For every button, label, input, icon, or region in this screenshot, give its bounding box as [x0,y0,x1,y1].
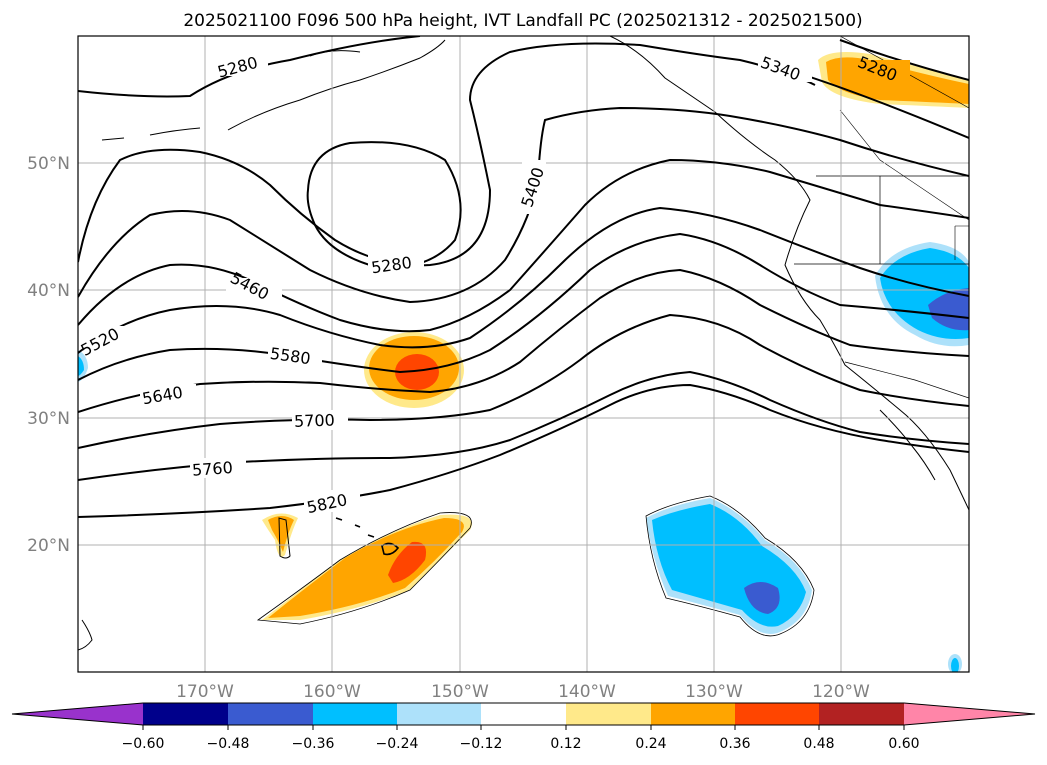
contour-5700 [78,313,969,449]
colorbar: −0.60 −0.48 −0.36 −0.24 −0.12 0.12 0.24 … [11,702,1036,752]
contour-5760 [78,370,969,481]
lat-label: 20°N [27,536,70,556]
lat-label: 40°N [27,281,70,301]
contour-5400 [78,106,969,304]
colorbar-bin [143,703,228,725]
colorbar-extend-low [12,703,143,725]
hawaii-islands [278,517,400,559]
ivt-negative-subtropical [646,498,962,672]
lon-label: 130°W [685,682,743,702]
colorbar-tick-label: 0.24 [635,736,666,752]
colorbar-tick-label: 0.12 [550,736,581,752]
lon-label: 160°W [303,682,361,702]
colorbar-tick-label: −0.24 [376,736,419,752]
contour-5580 [78,232,969,381]
map-title: 2025021100 F096 500 hPa height, IVT Land… [183,11,862,31]
contour-5640 [78,268,969,413]
colorbar-bin [735,703,819,725]
lat-label: 50°N [27,154,70,174]
colorbar-bin [397,703,481,725]
colorbar-bin [313,703,397,725]
contour-5460 [78,158,969,333]
ivt-negative-west-edge [78,350,88,382]
lat-label: 30°N [27,409,70,429]
coastlines [78,36,969,651]
colorbar-bin [651,703,735,725]
colorbar-tick-label: 0.36 [719,736,750,752]
contour-5280-low [306,141,462,270]
colorbar-bin [228,703,313,725]
colorbar-tick-label: −0.60 [122,736,165,752]
map-frame [77,35,970,673]
lon-label: 170°W [176,682,234,702]
colorbar-tick-label: −0.48 [207,736,250,752]
lon-label: 120°W [812,682,870,702]
colorbar-tick-label: 0.60 [888,736,919,752]
lon-label: 140°W [558,682,616,702]
map-area: 5280 5280 5280 5340 5400 5460 5520 5580 … [78,36,969,672]
lon-label: 150°W [431,682,489,702]
contour-label: 5700 [294,410,335,430]
colorbar-tick-label: 0.48 [803,736,834,752]
ivt-positive-hawaii [262,513,472,620]
colorbar-tick-label: −0.36 [292,736,335,752]
contour-5820 [78,383,969,518]
contour-5340 [78,42,816,267]
contour-label: 5760 [191,458,233,480]
colorbar-tick-label: −0.12 [460,736,503,752]
colorbar-bin [481,703,566,725]
colorbar-extend-high [904,703,1035,725]
contour-5520 [78,206,969,354]
height-contours [78,36,969,518]
contour-label-group: 5280 5280 5280 5340 5400 5460 5520 5580 … [78,52,910,517]
colorbar-bin [819,703,904,725]
latitude-labels: 50°N 40°N 30°N 20°N [27,154,70,556]
longitude-labels: 170°W 160°W 150°W 140°W 130°W 120°W [176,682,870,702]
colorbar-bin [566,703,651,725]
